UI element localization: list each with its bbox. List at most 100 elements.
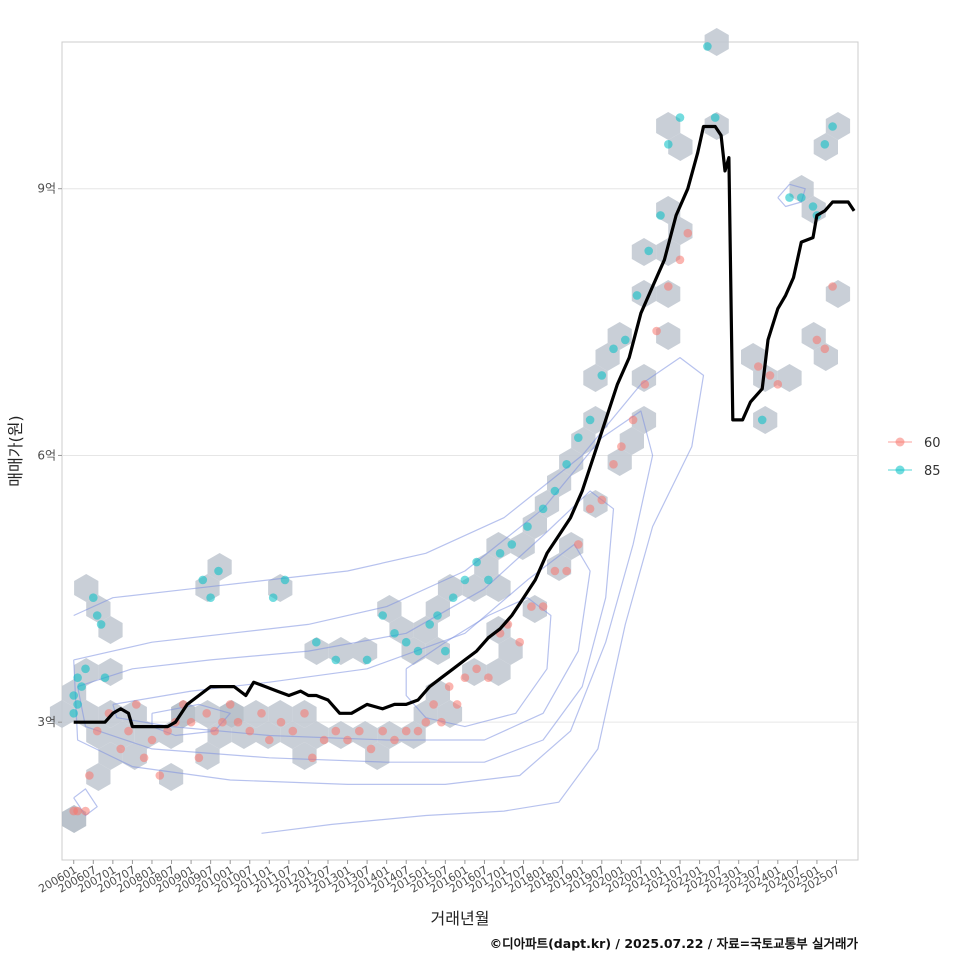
point-60: [538, 602, 548, 611]
point-60: [617, 442, 626, 451]
point-85: [460, 575, 470, 585]
point-85: [574, 433, 583, 443]
point-85: [280, 575, 290, 585]
hexbin-cell: [607, 448, 632, 476]
density-contours: [73, 183, 806, 834]
point-85: [448, 593, 458, 602]
point-85: [664, 140, 673, 149]
point-85: [609, 344, 618, 354]
point-60: [820, 344, 830, 354]
points-layer: [69, 42, 837, 816]
hexbin-cell: [559, 532, 584, 560]
point-85: [390, 629, 399, 638]
point-85: [808, 202, 818, 211]
legend-key-point: [895, 437, 905, 447]
point-85: [378, 611, 388, 620]
point-60: [308, 753, 317, 763]
hexbin-cell: [789, 175, 814, 203]
point-60: [437, 717, 446, 727]
point-60: [484, 673, 493, 682]
density-contour: [73, 410, 654, 785]
hexbin-cell: [668, 133, 693, 161]
hexbin-cell: [425, 637, 450, 665]
point-60: [378, 726, 388, 736]
point-60: [413, 726, 423, 736]
x-axis-title: 거래년월: [431, 909, 490, 928]
point-85: [523, 522, 532, 531]
point-85: [632, 291, 642, 300]
x-axis: 2006012006072007012007072008012008072009…: [36, 860, 842, 896]
point-60: [92, 726, 102, 736]
point-60: [225, 700, 235, 709]
point-60: [828, 282, 837, 291]
point-85: [96, 620, 106, 629]
legend-key-point: [895, 465, 905, 475]
point-60: [562, 566, 571, 576]
legend-label: 85: [924, 464, 941, 479]
point-60: [155, 771, 165, 780]
hexbin-cell: [49, 700, 75, 728]
point-85: [401, 637, 411, 647]
point-60: [472, 664, 481, 674]
point-60: [265, 735, 274, 745]
density-contour: [405, 597, 552, 728]
point-85: [710, 113, 720, 122]
y-tick-label: 6억: [37, 448, 56, 462]
hexbin-cell: [353, 637, 378, 665]
point-60: [116, 744, 125, 754]
point-60: [139, 753, 149, 763]
point-60: [85, 771, 94, 780]
point-85: [675, 113, 685, 122]
point-85: [69, 709, 78, 718]
point-60: [300, 709, 309, 718]
hexbin-cell: [122, 700, 147, 728]
hexbin-cell: [86, 763, 111, 791]
hexbin-cell: [631, 238, 657, 266]
point-60: [664, 282, 673, 291]
point-85: [441, 646, 450, 656]
hexbin-cell: [656, 238, 681, 266]
point-85: [362, 655, 372, 665]
point-85: [77, 682, 86, 691]
point-60: [319, 735, 329, 745]
hexbin-cell: [825, 112, 851, 140]
point-60: [194, 753, 204, 763]
y-axis-title: 매매가(원): [6, 415, 25, 486]
median-trend-line: [73, 124, 856, 729]
density-contour: [77, 490, 615, 763]
point-85: [797, 193, 806, 202]
point-60: [210, 726, 219, 736]
hexbin-cell: [304, 637, 329, 665]
point-60: [452, 700, 462, 709]
point-85: [425, 620, 435, 629]
hexbin-cell: [195, 742, 220, 770]
point-60: [429, 700, 438, 709]
point-60: [81, 806, 90, 816]
legend-label: 60: [924, 436, 941, 451]
point-60: [515, 637, 524, 647]
point-60: [401, 726, 411, 736]
point-85: [69, 691, 78, 700]
point-85: [484, 575, 493, 585]
density-contour: [112, 543, 591, 741]
point-60: [550, 566, 560, 576]
hexbin-cell: [425, 595, 450, 623]
point-60: [218, 717, 227, 727]
point-60: [609, 460, 618, 469]
point-60: [812, 335, 822, 345]
point-85: [331, 655, 341, 665]
point-85: [621, 335, 630, 345]
point-60: [421, 717, 431, 727]
point-85: [73, 700, 82, 709]
point-60: [147, 735, 157, 745]
y-tick-label: 9억: [37, 182, 56, 196]
point-60: [640, 380, 650, 389]
point-60: [585, 504, 595, 514]
point-85: [73, 673, 82, 682]
point-60: [331, 726, 341, 736]
hexbin-cell: [656, 112, 681, 140]
point-60: [444, 682, 454, 691]
point-60: [574, 540, 583, 549]
hexbin-cell: [656, 322, 681, 350]
